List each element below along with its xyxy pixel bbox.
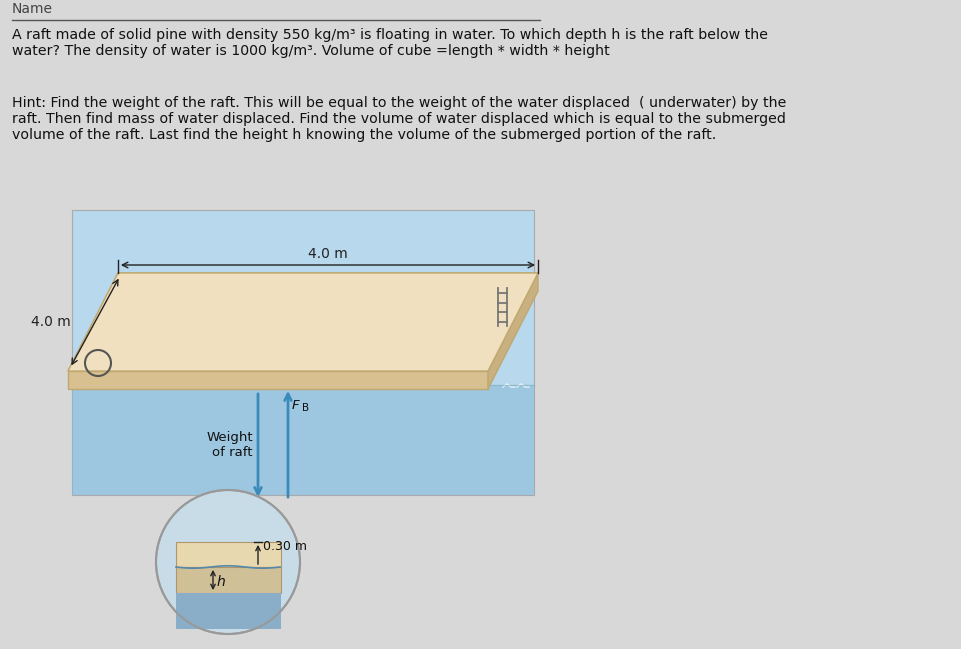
Bar (72, 210, 533, 495)
Text: Hint: Find the weight of the raft. This will be equal to the weight of the water: Hint: Find the weight of the raft. This … (12, 96, 785, 142)
Bar (72, 385, 533, 495)
Polygon shape (68, 371, 487, 389)
Text: 4.0 m: 4.0 m (31, 315, 71, 329)
Text: h: h (217, 575, 226, 589)
Text: 4.0 m: 4.0 m (308, 247, 348, 261)
Bar (176, 593, 281, 629)
Text: B: B (302, 403, 308, 413)
Polygon shape (487, 273, 537, 389)
Polygon shape (68, 273, 537, 371)
Text: Name: Name (12, 2, 53, 16)
Text: F: F (292, 399, 299, 412)
Text: 0.30 m: 0.30 m (262, 541, 307, 554)
Bar (176, 542, 281, 567)
Polygon shape (68, 273, 537, 371)
Circle shape (156, 490, 300, 634)
Text: Weight
of raft: Weight of raft (207, 431, 253, 459)
Text: A raft made of solid pine with density 550 kg/m³ is floating in water. To which : A raft made of solid pine with density 5… (12, 28, 767, 58)
Bar (176, 567, 281, 593)
